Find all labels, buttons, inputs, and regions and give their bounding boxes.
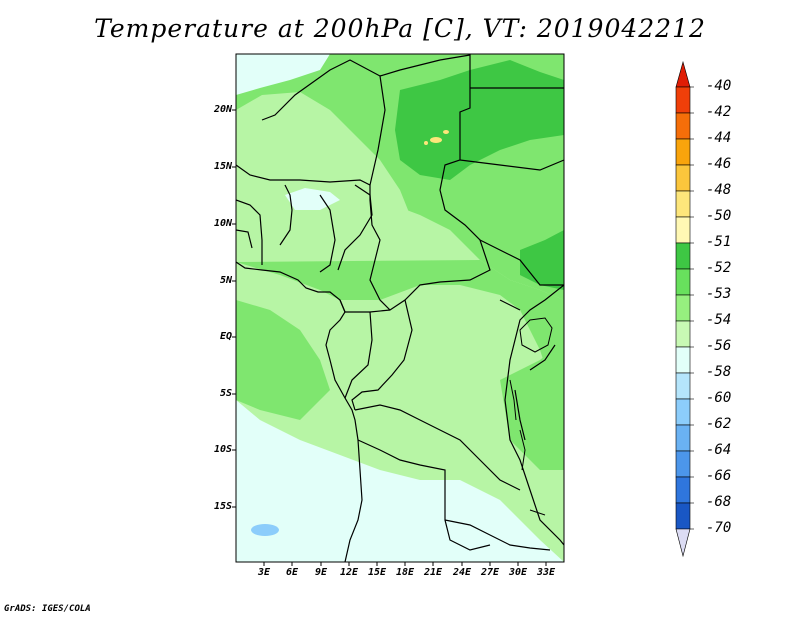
lon-label-18e: 18E <box>395 567 415 578</box>
field-band-52-b <box>520 230 564 290</box>
colorbar-segment <box>675 424 691 452</box>
lat-label-15n: 15N <box>213 161 232 172</box>
lon-label-21e: 21E <box>423 567 443 578</box>
colorbar-label: -46 <box>706 156 732 172</box>
colorbar <box>675 60 694 558</box>
lat-label-10s: 10S <box>213 444 232 455</box>
colorbar-segment <box>675 346 691 374</box>
lon-label-27e: 27E <box>480 567 500 578</box>
colorbar-segment <box>675 372 691 400</box>
field-band-53-center <box>236 260 564 420</box>
colorbar-label: -56 <box>706 338 732 354</box>
colorbar-label: -70 <box>706 520 732 536</box>
colorbar-label: -62 <box>706 416 732 432</box>
colorbar-label: -40 <box>706 78 732 94</box>
lat-label-20n: 20N <box>213 104 232 115</box>
colorbar-label: -64 <box>706 442 732 458</box>
colorbar-label: -54 <box>706 312 732 328</box>
lon-label-3e: 3E <box>257 567 271 578</box>
field-band-50-c <box>424 141 428 145</box>
colorbar-bottom-arrow <box>675 528 691 558</box>
colorbar-segment <box>675 502 691 530</box>
colorbar-label: -44 <box>706 130 732 146</box>
country-borders <box>236 54 564 562</box>
colorbar-segment <box>675 216 691 244</box>
colorbar-label: -53 <box>706 286 732 302</box>
colorbar-label: -50 <box>706 208 732 224</box>
field-band-54-north <box>236 92 410 230</box>
colorbar-segment <box>675 320 691 348</box>
lat-label-5n: 5N <box>219 275 232 286</box>
lon-label-9e: 9E <box>314 567 328 578</box>
axis-ticks <box>232 109 547 566</box>
colorbar-segment <box>675 164 691 192</box>
footer-credit: GrADS: IGES/COLA <box>4 604 91 614</box>
lat-label-10n: 10N <box>213 218 232 229</box>
colorbar-segment <box>675 138 691 166</box>
lon-label-24e: 24E <box>452 567 472 578</box>
lat-label-15s: 15S <box>213 501 232 512</box>
colorbar-label: -58 <box>706 364 732 380</box>
lat-label-eq: EQ <box>219 331 232 342</box>
colorbar-segment <box>675 86 691 114</box>
lon-label-12e: 12E <box>339 567 359 578</box>
colorbar-label: -48 <box>706 182 732 198</box>
colorbar-segment <box>675 112 691 140</box>
field-band-56 <box>236 400 564 562</box>
colorbar-segment <box>675 242 691 270</box>
colorbar-segment <box>675 190 691 218</box>
colorbar-segment <box>675 450 691 478</box>
colorbar-label: -52 <box>706 260 732 276</box>
field-band-52 <box>395 60 564 180</box>
field-band-53-west <box>236 300 330 420</box>
colorbar-label: -51 <box>706 234 732 250</box>
map-frame <box>235 53 565 563</box>
lon-label-33e: 33E <box>536 567 556 578</box>
temperature-field <box>236 54 564 562</box>
lakes <box>509 317 553 516</box>
map-title: Temperature at 200hPa [C], VT: 201904221… <box>94 14 706 43</box>
colorbar-label: -42 <box>706 104 732 120</box>
colorbar-segment <box>675 268 691 296</box>
colorbar-top-arrow <box>675 60 691 88</box>
field-band-50-b <box>443 130 449 134</box>
lat-label-5s: 5S <box>219 388 232 399</box>
field-band-50-a <box>430 137 442 143</box>
lon-label-15e: 15E <box>367 567 387 578</box>
colorbar-segment <box>675 476 691 504</box>
lon-label-6e: 6E <box>285 567 299 578</box>
field-band-58 <box>251 524 279 536</box>
lon-label-30e: 30E <box>508 567 528 578</box>
colorbar-segment <box>675 294 691 322</box>
colorbar-segment <box>675 398 691 426</box>
colorbar-label: -66 <box>706 468 732 484</box>
field-band-53-east <box>500 340 564 470</box>
colorbar-label: -60 <box>706 390 732 406</box>
field-band-56-nw <box>236 54 330 95</box>
colorbar-label: -68 <box>706 494 732 510</box>
